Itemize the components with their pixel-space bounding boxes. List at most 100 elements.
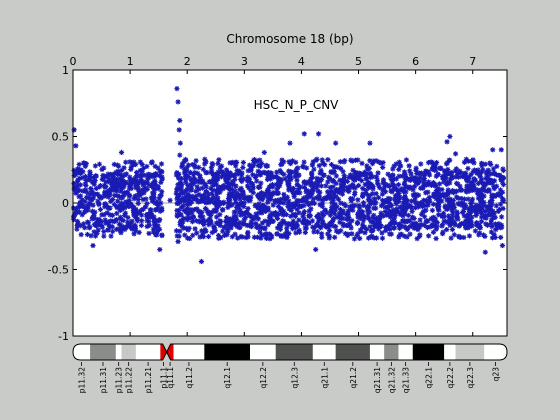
data-point xyxy=(241,195,247,201)
data-point xyxy=(336,190,342,196)
data-point xyxy=(83,182,89,189)
data-point xyxy=(137,159,144,165)
data-point xyxy=(355,211,361,217)
data-point xyxy=(441,179,447,185)
data-point xyxy=(118,222,124,229)
data-point xyxy=(253,220,259,227)
data-point xyxy=(274,231,280,237)
data-point xyxy=(174,86,180,92)
data-point xyxy=(192,162,198,168)
data-point xyxy=(259,220,265,226)
data-point xyxy=(289,158,296,164)
data-point xyxy=(426,194,432,201)
data-point xyxy=(177,211,183,218)
band-label: q22.1 xyxy=(424,367,433,389)
data-point xyxy=(322,162,328,168)
data-point xyxy=(109,212,116,218)
data-point xyxy=(235,235,241,241)
data-point xyxy=(181,195,187,201)
data-point xyxy=(310,196,316,202)
band xyxy=(335,344,370,360)
data-point xyxy=(130,162,136,168)
data-point xyxy=(401,169,408,175)
data-point xyxy=(191,176,198,182)
data-point xyxy=(452,222,458,228)
data-point xyxy=(214,203,220,209)
data-point xyxy=(408,171,414,177)
data-point xyxy=(174,192,181,198)
data-point xyxy=(254,234,261,240)
data-point xyxy=(252,174,259,181)
data-point xyxy=(270,174,277,180)
data-point xyxy=(373,191,379,197)
data-point xyxy=(207,217,213,223)
data-point xyxy=(146,219,152,225)
data-point xyxy=(135,173,141,179)
data-point xyxy=(139,212,145,218)
data-point xyxy=(288,176,294,183)
data-point xyxy=(225,204,231,211)
data-point xyxy=(255,184,262,190)
data-point xyxy=(117,171,123,177)
data-point xyxy=(365,183,371,189)
data-point xyxy=(334,204,340,210)
data-point xyxy=(490,178,496,184)
data-point xyxy=(210,187,216,193)
data-point xyxy=(84,231,91,238)
data-point xyxy=(240,192,247,198)
data-point xyxy=(480,232,487,238)
data-point xyxy=(310,184,316,190)
data-point xyxy=(286,168,292,174)
data-point xyxy=(416,202,423,208)
data-point xyxy=(354,232,360,239)
data-point xyxy=(259,197,265,203)
data-point xyxy=(239,178,245,184)
data-point xyxy=(481,181,488,187)
data-point xyxy=(152,182,158,188)
data-point xyxy=(218,200,224,206)
data-point xyxy=(323,222,329,228)
data-point xyxy=(412,205,419,211)
data-point xyxy=(238,176,244,183)
data-point xyxy=(390,166,396,172)
data-point xyxy=(374,174,380,180)
data-point xyxy=(355,231,361,237)
data-point xyxy=(274,187,280,193)
data-point xyxy=(473,208,479,215)
data-point xyxy=(468,171,474,177)
data-point xyxy=(197,209,203,215)
data-point xyxy=(495,208,501,215)
data-point xyxy=(352,190,358,196)
data-point xyxy=(281,200,287,206)
y-tick-label: 0 xyxy=(62,197,69,210)
data-point xyxy=(122,226,128,232)
data-point xyxy=(190,180,196,186)
data-point xyxy=(107,224,113,230)
data-point xyxy=(293,230,299,236)
data-point xyxy=(458,195,464,202)
data-point xyxy=(450,190,457,196)
data-point xyxy=(197,218,203,224)
data-point xyxy=(240,159,246,166)
data-point xyxy=(382,189,389,195)
data-point xyxy=(157,208,163,214)
data-point xyxy=(92,163,98,169)
data-point xyxy=(196,191,202,198)
data-point xyxy=(346,214,352,221)
data-point xyxy=(224,232,230,238)
data-point xyxy=(331,210,337,217)
data-point xyxy=(250,157,257,164)
data-point xyxy=(489,197,495,204)
data-point xyxy=(444,171,450,177)
data-point xyxy=(460,208,467,215)
data-point xyxy=(281,171,287,177)
data-point xyxy=(194,230,200,236)
data-point xyxy=(125,214,131,221)
data-point xyxy=(477,173,483,179)
data-point xyxy=(102,204,108,210)
data-point xyxy=(469,223,475,229)
data-point xyxy=(370,227,376,233)
data-point xyxy=(325,231,331,237)
data-point xyxy=(262,218,268,224)
data-point xyxy=(146,215,152,221)
